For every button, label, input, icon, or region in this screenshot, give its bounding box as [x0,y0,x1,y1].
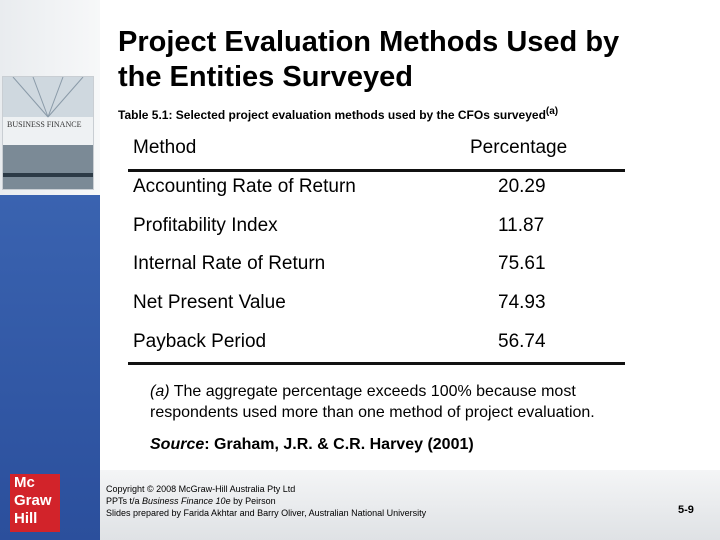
title-line: Project Evaluation Methods Used by [118,26,620,58]
table-caption: Table 5.1: Selected project evaluation m… [118,106,558,122]
method-cell: Net Present Value [133,292,286,314]
page-number: 5-9 [678,504,694,516]
book-cover: BUSINESS FINANCE [2,76,94,190]
percentage-cell: 56.74 [498,330,546,352]
footer-copyright: Copyright © 2008 McGraw-Hill Australia P… [106,484,296,494]
cover-art [3,77,93,189]
footer-text: by Peirson [230,496,276,506]
method-cell: Payback Period [133,330,267,352]
footer-bar [100,470,720,540]
note-marker: (a) [150,383,170,400]
percentage-cell: 75.61 [498,253,546,275]
logo-line: Graw [14,492,52,509]
title-line: the Entities Surveyed [118,61,413,93]
table-rule [128,169,625,172]
column-header: Method [133,137,197,158]
percentage-cell: 74.93 [498,292,546,314]
footer-ppt: PPTs t/a Business Finance 10e by Peirson [106,496,276,506]
method-cell: Internal Rate of Return [133,253,326,275]
percentage-cell: 11.87 [498,214,545,236]
caption-superscript: (a) [545,106,559,117]
column-header: Percentage [470,137,568,158]
table-rule [128,362,625,365]
source-text: : Graham, J.R. & C.R. Harvey (2001) [204,436,474,453]
footer-credits: Slides prepared by Farida Akhtar and Bar… [106,508,427,518]
method-cell: Profitability Index [133,214,278,236]
source: Source: Graham, J.R. & C.R. Harvey (2001… [150,436,474,454]
note-line: (a) The aggregate percentage exceeds 100… [150,383,576,401]
percentage-cell: 20.29 [498,176,546,197]
source-label: Source [150,436,205,453]
footer-book: Business Finance 10e [142,496,231,506]
footer-text: PPTs t/a [106,496,143,506]
publisher-logo: Mc Graw Hill [10,474,60,532]
logo-line: Mc [14,474,35,491]
cover-title: BUSINESS FINANCE [7,120,82,129]
note-line: respondents used more than one method of… [150,404,595,421]
note-text: The aggregate percentage exceeds 100% be… [169,383,576,400]
method-cell: Accounting Rate of Return [133,176,356,197]
caption-text: Table 5.1: Selected project evaluation m… [118,108,546,122]
logo-line: Hill [14,510,38,527]
